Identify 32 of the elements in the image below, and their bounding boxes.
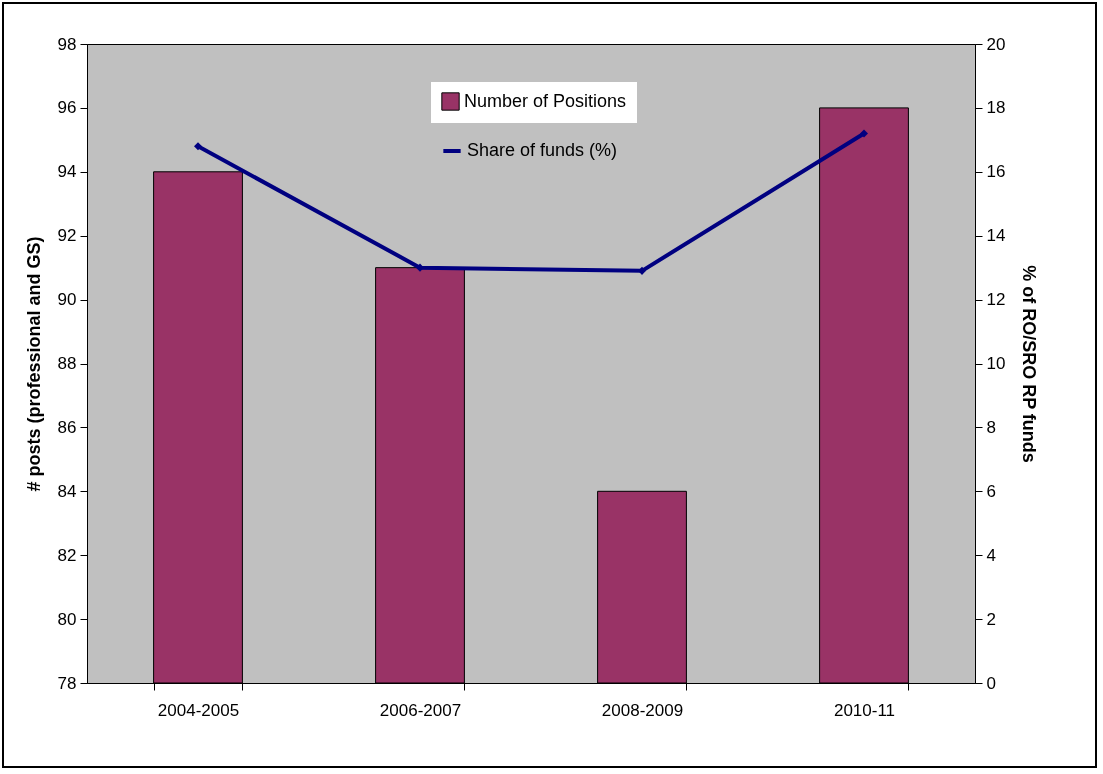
x-tick-label: 2006-2007 bbox=[379, 700, 462, 720]
y-tick-label: 94 bbox=[57, 162, 77, 182]
y2-tick-label: 8 bbox=[986, 417, 996, 437]
y-tick-label: 96 bbox=[57, 98, 77, 118]
y2-tick-label: 6 bbox=[986, 481, 996, 501]
y2-axis-title: % of RO/SRO RP funds bbox=[1019, 265, 1040, 463]
point bbox=[859, 129, 869, 138]
y2-tick-label: 20 bbox=[986, 34, 1006, 54]
y-tick-label: 90 bbox=[57, 290, 77, 310]
y2-tick-label: 0 bbox=[986, 673, 996, 693]
y-tick-label: 86 bbox=[57, 417, 77, 437]
y-tick-label: 84 bbox=[57, 481, 77, 501]
x-tick-label: 2010-11 bbox=[833, 700, 896, 720]
y2-tick-label: 4 bbox=[986, 545, 996, 565]
y-tick-label: 82 bbox=[57, 545, 77, 565]
point bbox=[193, 142, 203, 151]
y-tick-label: 78 bbox=[57, 673, 77, 693]
y2-tick-label: 12 bbox=[986, 290, 1006, 310]
y2-tick-label: 18 bbox=[986, 98, 1006, 118]
y-tick-label: 98 bbox=[57, 34, 77, 54]
legend-label: Number of Positions bbox=[464, 90, 627, 111]
x-tick-label: 2004-2005 bbox=[157, 700, 240, 720]
y-tick-label: 88 bbox=[57, 354, 77, 373]
y2-tick-label: 10 bbox=[986, 354, 1006, 373]
y-tick-label: 80 bbox=[57, 609, 77, 629]
x-tick-label: 2008-2009 bbox=[601, 700, 684, 720]
y2-tick-label: 14 bbox=[986, 226, 1006, 246]
y2-tick-label: 16 bbox=[986, 162, 1006, 182]
y-axis-title: # posts (professional and GS) bbox=[23, 236, 44, 492]
y-tick-label: 92 bbox=[57, 226, 77, 246]
legend-label: Share of funds (%) bbox=[467, 140, 618, 160]
y2-tick-label: 2 bbox=[986, 609, 996, 629]
